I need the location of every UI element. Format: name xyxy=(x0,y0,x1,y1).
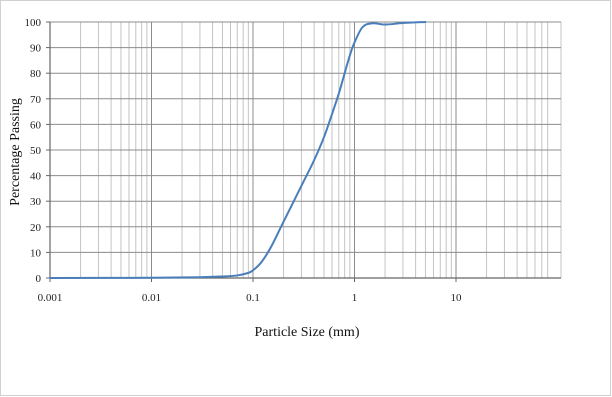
y-tick-label: 90 xyxy=(30,43,42,55)
x-tick-labels: 0.001 0.01 0.1 1 10 xyxy=(38,292,462,304)
y-tick-label: 100 xyxy=(25,17,42,29)
x-tick-label: 0.001 xyxy=(38,292,63,304)
y-tick-label: 50 xyxy=(30,145,42,157)
x-axis-title: Particle Size (mm) xyxy=(255,325,360,340)
x-tick-label: 10 xyxy=(451,292,463,304)
y-tick-label: 0 xyxy=(36,273,42,285)
x-tick-label: 1 xyxy=(352,292,358,304)
y-tick-label: 20 xyxy=(30,222,42,234)
y-tick-label: 60 xyxy=(30,119,42,131)
y-axis-title: Percentage Passing xyxy=(8,98,23,206)
axes xyxy=(46,21,561,282)
y-tick-label: 70 xyxy=(30,94,42,106)
y-tick-label: 80 xyxy=(30,68,42,80)
y-tick-label: 40 xyxy=(30,171,42,183)
y-tick-label: 10 xyxy=(30,247,42,259)
series-group xyxy=(49,21,427,279)
y-tick-label: 30 xyxy=(30,196,42,208)
x-tick-label: 0.01 xyxy=(142,292,161,304)
x-tick-label: 0.1 xyxy=(246,292,260,304)
y-tick-labels: 0 10 20 30 40 50 60 70 80 90 100 xyxy=(25,17,42,285)
series-line xyxy=(49,21,427,279)
major-gridlines xyxy=(49,21,561,279)
